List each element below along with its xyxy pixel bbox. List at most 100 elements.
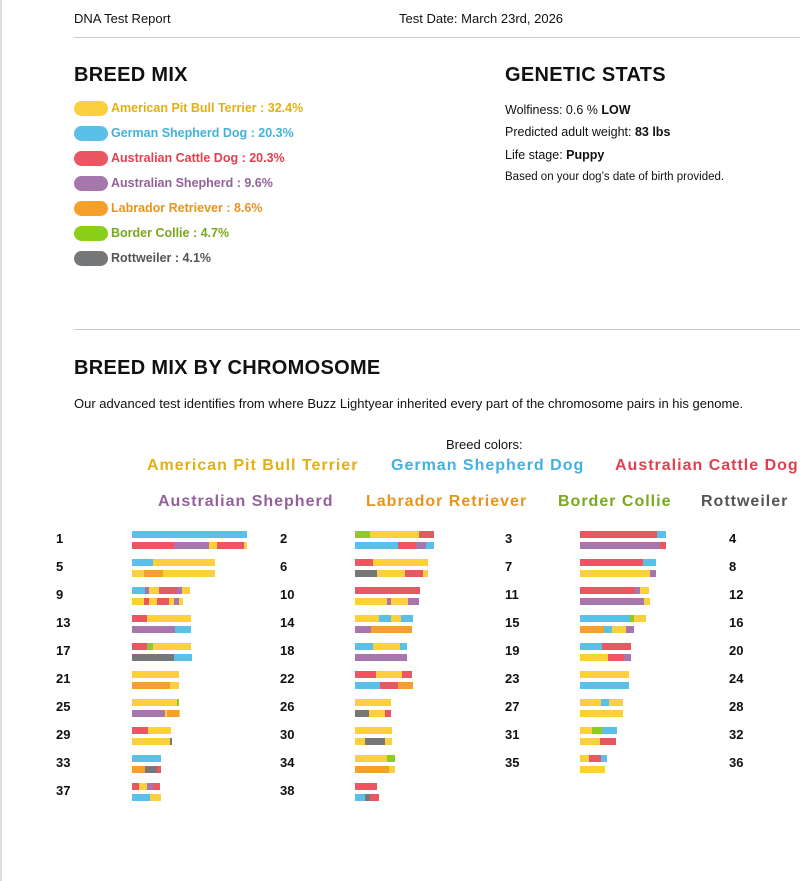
segment (650, 570, 656, 577)
segment (580, 559, 643, 566)
segment (355, 570, 377, 577)
segment (355, 671, 376, 678)
segment (177, 587, 182, 594)
legend-label: Australian Shepherd : 9.6% (111, 176, 273, 190)
segment (132, 615, 147, 622)
chromosome-number: 27 (505, 699, 520, 714)
segment (139, 783, 147, 790)
segment (244, 542, 247, 549)
segment (423, 570, 428, 577)
segment (602, 643, 631, 650)
segment (153, 783, 160, 790)
segment (148, 727, 171, 734)
segment (355, 654, 407, 661)
segment (355, 542, 398, 549)
segment (634, 615, 646, 622)
segment (153, 643, 191, 650)
breed-name: German Shepherd Dog (391, 457, 585, 474)
divider (74, 329, 800, 330)
segment (580, 699, 601, 706)
segment (385, 738, 392, 745)
breed-name: Labrador Retriever (366, 493, 528, 510)
stat-label: Predicted adult weight: (505, 125, 632, 139)
segment (132, 727, 148, 734)
legend-pill (74, 201, 108, 216)
chromosome-number: 26 (280, 699, 295, 714)
stat-label: Wolfiness: 0.6 % (505, 103, 598, 117)
segment (644, 598, 650, 605)
chromosome-number: 7 (505, 559, 513, 574)
report-title: DNA Test Report (74, 11, 171, 26)
segment (132, 710, 165, 717)
segment (580, 654, 608, 661)
chromosome-number: 10 (280, 587, 295, 602)
segment (150, 794, 161, 801)
divider (74, 37, 800, 38)
segment (580, 682, 629, 689)
segment (643, 559, 656, 566)
segment (580, 755, 589, 762)
segment (355, 598, 387, 605)
legend-pill (74, 226, 108, 241)
segment (355, 615, 379, 622)
chromosome-number: 20 (729, 643, 744, 658)
chromosome-number: 36 (729, 755, 744, 770)
segment (580, 587, 635, 594)
segment (182, 587, 190, 594)
chromosome-number: 9 (56, 587, 64, 602)
chromosome-number: 17 (56, 643, 71, 658)
segment (601, 755, 607, 762)
segment (580, 671, 629, 678)
segment (580, 626, 604, 633)
stat-value: Puppy (566, 148, 605, 162)
chromosome-number: 18 (280, 643, 295, 658)
stat-label: Based on your dog’s date of birth provid… (505, 171, 725, 183)
section-title: BREED MIX BY CHROMOSOME (74, 357, 381, 379)
segment (385, 710, 391, 717)
stat-line: Based on your dog’s date of birth provid… (505, 171, 724, 183)
segment (601, 699, 609, 706)
segment (402, 671, 412, 678)
chromosome-number: 8 (729, 559, 737, 574)
chromosome-number: 25 (56, 699, 71, 714)
chromosome-number: 21 (56, 671, 71, 686)
segment (592, 727, 602, 734)
segment (609, 699, 623, 706)
segment (149, 587, 159, 594)
segment (132, 794, 150, 801)
segment (170, 738, 172, 745)
segment (401, 615, 413, 622)
segment (132, 699, 177, 706)
chromosome-number: 24 (729, 671, 744, 686)
legend-title: Breed colors: (446, 437, 523, 452)
chromosome-number: 1 (56, 531, 64, 546)
chromosome-number: 2 (280, 531, 288, 546)
section-title: BREED MIX (74, 64, 188, 86)
chromosome-number: 31 (505, 727, 520, 742)
segment (174, 654, 192, 661)
stat-line: Life stage: Puppy (505, 148, 604, 162)
segment (355, 626, 371, 633)
segment (419, 531, 434, 538)
segment (426, 542, 434, 549)
segment (580, 727, 592, 734)
segment (416, 542, 426, 549)
legend-label: Labrador Retriever : 8.6% (111, 201, 263, 215)
segment (365, 794, 370, 801)
segment (391, 598, 408, 605)
segment (657, 531, 666, 538)
stat-value: LOW (601, 103, 631, 117)
segment (132, 598, 144, 605)
segment (355, 699, 391, 706)
legend-label: American Pit Bull Terrier : 32.4% (111, 101, 304, 115)
segment (580, 738, 600, 745)
segment (355, 766, 389, 773)
segment (373, 559, 428, 566)
legend-label: Border Collie : 4.7% (111, 226, 230, 240)
segment (373, 643, 400, 650)
chromosome-number: 37 (56, 783, 71, 798)
segment (132, 626, 175, 633)
segment (369, 710, 385, 717)
segment (132, 531, 247, 538)
